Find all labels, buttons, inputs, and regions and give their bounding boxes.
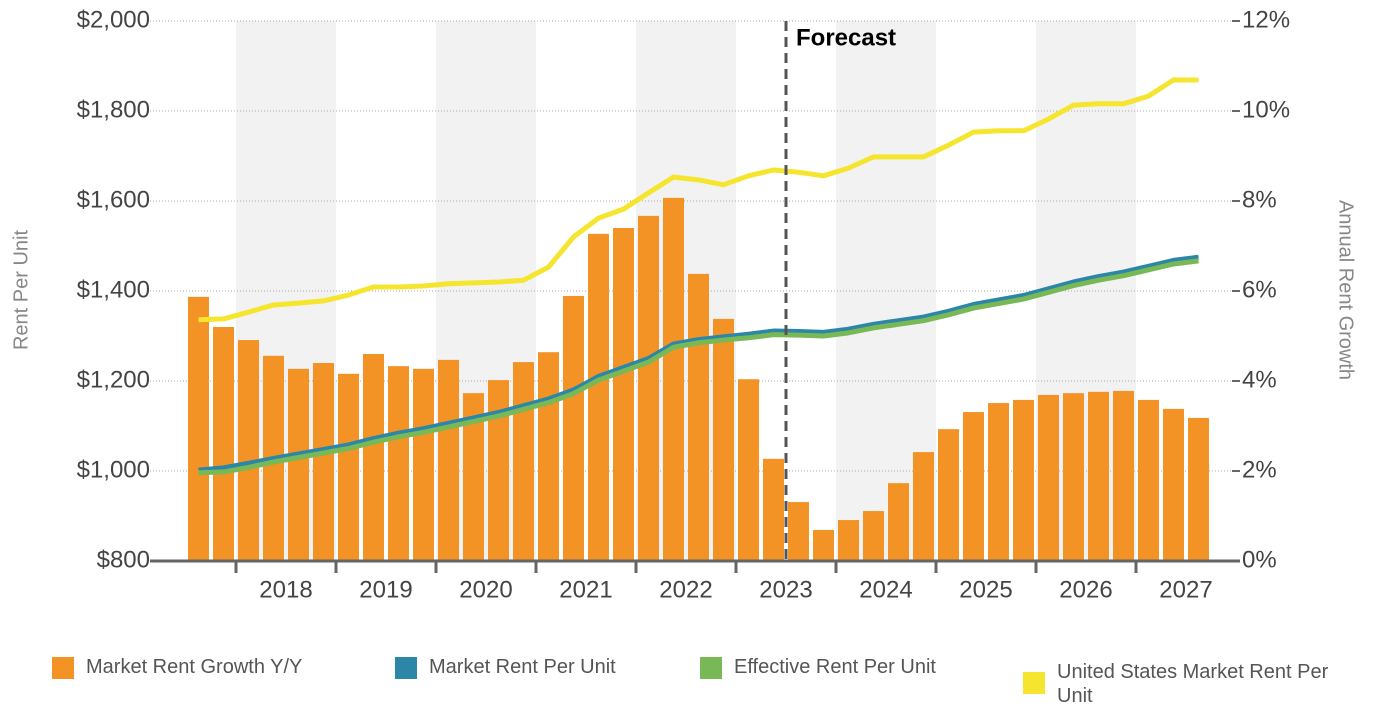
forecast-label: Forecast xyxy=(796,24,896,51)
bar xyxy=(888,483,909,561)
bar xyxy=(638,215,659,561)
y-tick-label: $1,800 xyxy=(77,96,150,123)
legend-swatch xyxy=(395,657,417,679)
bar xyxy=(338,373,359,561)
line xyxy=(198,258,1199,476)
bar xyxy=(238,340,259,561)
bar xyxy=(188,296,209,561)
x-tick-label: 2023 xyxy=(759,576,812,603)
line xyxy=(198,254,1199,473)
legend-swatch xyxy=(1023,672,1045,694)
bar xyxy=(988,403,1009,561)
x-tick-label: 2021 xyxy=(559,576,612,603)
y2-tick-label: 6% xyxy=(1242,276,1277,303)
bar xyxy=(313,363,334,561)
x-tick-label: 2024 xyxy=(859,576,912,603)
bar xyxy=(1188,417,1209,561)
x-tick-label: 2025 xyxy=(959,576,1012,603)
bar xyxy=(963,412,984,561)
bar xyxy=(563,295,584,561)
legend-label: United States Market Rent Per Unit xyxy=(1057,661,1329,707)
bar xyxy=(938,429,959,561)
bar xyxy=(413,368,434,561)
y-tick-label: $1,600 xyxy=(77,186,150,213)
bar xyxy=(1038,394,1059,561)
legend-item: Market Rent Growth Y/Y xyxy=(52,655,382,679)
bar xyxy=(763,458,784,561)
legend-item: Effective Rent Per Unit xyxy=(700,655,1010,679)
y-tick-label: $1,400 xyxy=(77,276,150,303)
y2-tick-label: 10% xyxy=(1242,96,1290,123)
bar xyxy=(213,327,234,561)
y2-tick-label: 8% xyxy=(1242,186,1277,213)
bar xyxy=(438,359,459,561)
x-tick-label: 2019 xyxy=(359,576,412,603)
legend-label: Market Rent Growth Y/Y xyxy=(86,656,303,678)
y-tick-label: $1,000 xyxy=(77,456,150,483)
chart: Rent Per Unit Annual Rent Growth $800 $1,… xyxy=(10,6,1357,603)
y2-tick-label: 0% xyxy=(1242,546,1277,573)
x-tick-label: 2027 xyxy=(1159,576,1212,603)
bar xyxy=(613,228,634,561)
line xyxy=(198,77,1199,323)
bar xyxy=(663,197,684,561)
bar xyxy=(863,511,884,561)
bar xyxy=(538,352,559,561)
x-tick-label: 2026 xyxy=(1059,576,1112,603)
y2-axis-title: Annual Rent Growth xyxy=(1335,200,1357,380)
bar xyxy=(1013,399,1034,561)
legend-item: United States Market Rent Per Unit xyxy=(1023,660,1343,707)
legend-item: Market Rent Per Unit xyxy=(395,655,685,679)
bar xyxy=(488,380,509,561)
bar xyxy=(713,318,734,561)
y2-tick-label: 12% xyxy=(1242,6,1290,33)
bar xyxy=(1063,393,1084,561)
bar xyxy=(1113,390,1134,561)
bar xyxy=(688,273,709,561)
bar xyxy=(388,366,409,561)
bar xyxy=(1088,391,1109,561)
bar xyxy=(1163,408,1184,561)
bar xyxy=(363,354,384,561)
legend-label: Market Rent Per Unit xyxy=(429,656,616,678)
legend-swatch xyxy=(52,657,74,679)
bar xyxy=(788,502,809,561)
legend-swatch xyxy=(700,657,722,679)
x-tick-label: 2022 xyxy=(659,576,712,603)
bar xyxy=(513,362,534,561)
x-tick-label: 2020 xyxy=(459,576,512,603)
y-tick-label: $1,200 xyxy=(77,366,150,393)
bar xyxy=(913,452,934,561)
bar xyxy=(463,393,484,561)
x-tick-label: 2018 xyxy=(259,576,312,603)
bar xyxy=(288,368,309,561)
bar xyxy=(1138,399,1159,561)
bar xyxy=(738,379,759,561)
y-axis-title: Rent Per Unit xyxy=(10,230,32,350)
y-tick-label: $2,000 xyxy=(77,6,150,33)
y2-tick-label: 2% xyxy=(1242,456,1277,483)
y-tick-label: $800 xyxy=(97,546,150,573)
legend-label: Effective Rent Per Unit xyxy=(734,656,936,678)
bar xyxy=(813,529,834,561)
y2-tick-label: 4% xyxy=(1242,366,1277,393)
bar xyxy=(838,520,859,561)
bar xyxy=(588,233,609,561)
